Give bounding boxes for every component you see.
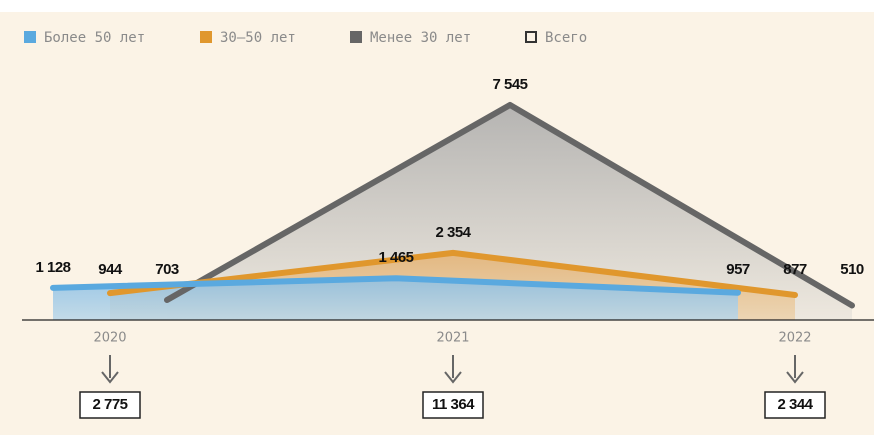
total-box — [764, 391, 826, 419]
total-label: 2 344 — [777, 396, 813, 413]
line — [107, 249, 798, 299]
total-label: 11 364 — [432, 396, 475, 413]
x-tick-label: 2021 — [436, 331, 469, 346]
legend-label: Менее 30 лет — [370, 30, 471, 46]
line — [50, 275, 741, 296]
legend-swatch — [350, 31, 362, 43]
total-box — [79, 391, 141, 419]
value-label: 703 — [155, 261, 179, 278]
value-label: 944 — [98, 261, 123, 278]
x-tick-label: 2020 — [93, 331, 126, 346]
arrow-head — [444, 371, 462, 384]
value-label: 7 545 — [492, 76, 527, 93]
area — [53, 278, 738, 320]
value-label: 877 — [783, 261, 807, 278]
total-box — [422, 391, 484, 419]
value-label: 2 354 — [435, 224, 471, 241]
value-label: 510 — [840, 261, 864, 278]
arrow-head — [101, 371, 119, 384]
total-label: 2 775 — [92, 396, 127, 413]
legend-label: 30–50 лет — [220, 30, 296, 46]
x-tick-label: 2022 — [778, 331, 811, 346]
legend-swatch — [24, 31, 36, 43]
legend-swatch — [525, 31, 537, 43]
legend-swatch — [200, 31, 212, 43]
line — [164, 101, 855, 309]
arrow-head — [786, 371, 804, 384]
value-label: 957 — [726, 261, 750, 278]
legend-label: Всего — [545, 30, 587, 46]
value-label: 1 465 — [378, 249, 413, 266]
legend-label: Более 50 лет — [44, 30, 145, 46]
value-label: 1 128 — [35, 259, 70, 276]
